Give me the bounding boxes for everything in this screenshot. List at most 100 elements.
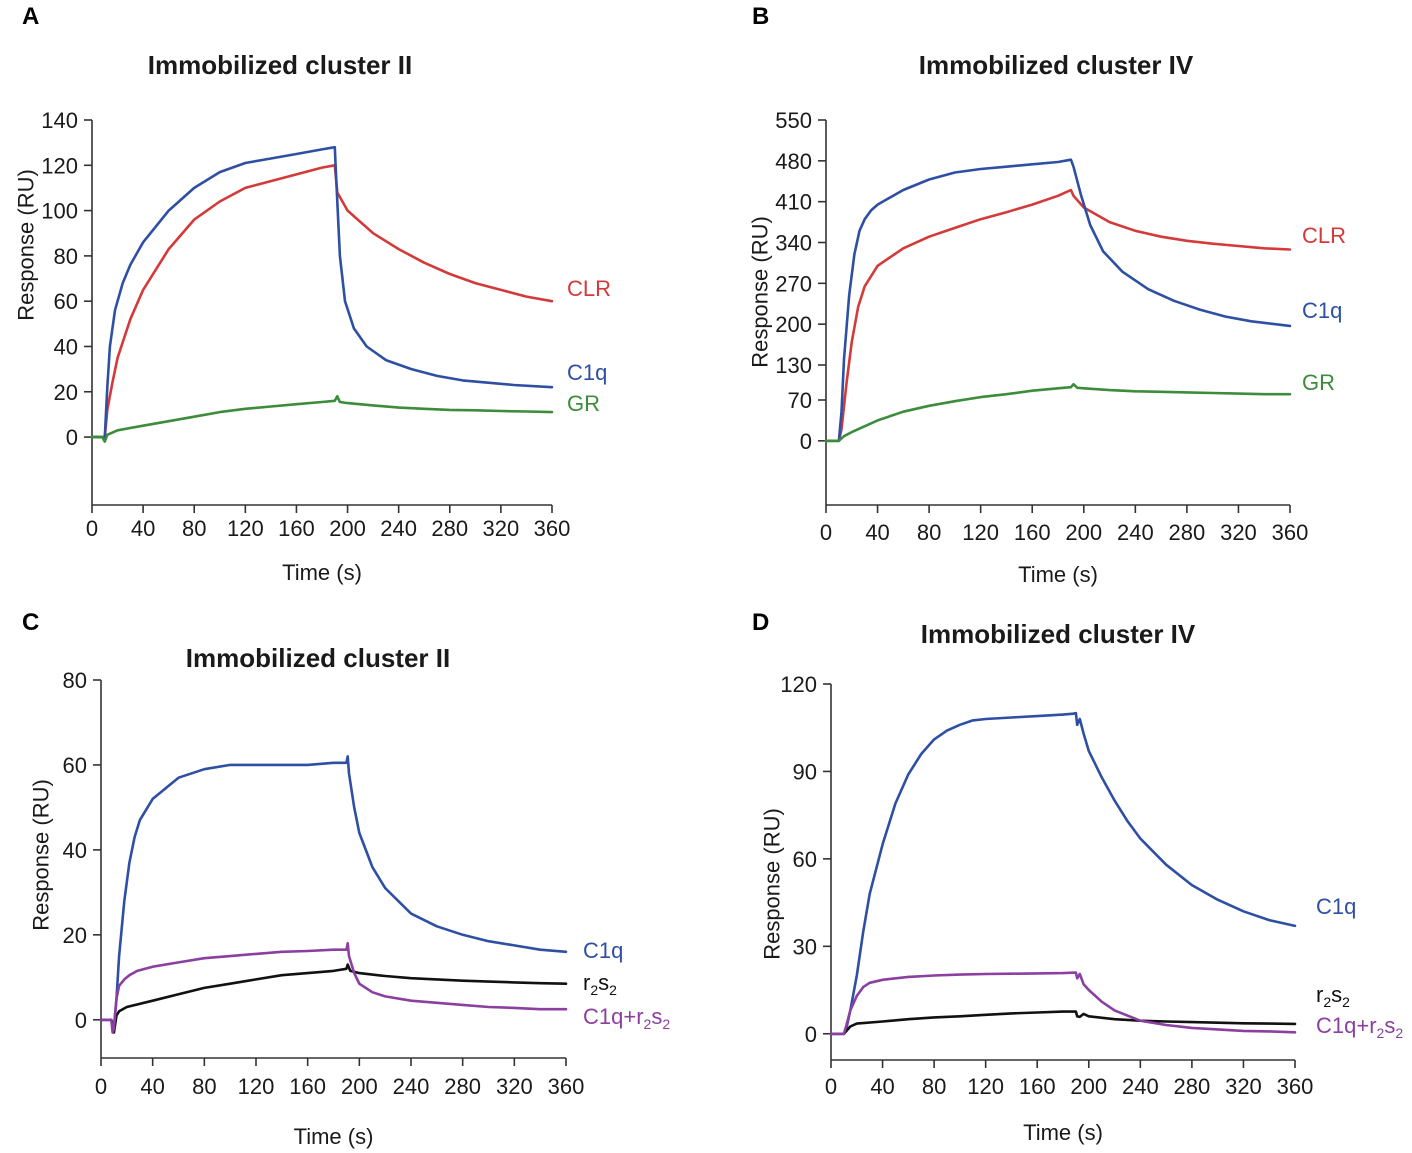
y-tick-label: 30 — [793, 934, 817, 959]
x-tick-label: 80 — [182, 516, 206, 541]
x-tick-label: 40 — [865, 520, 889, 545]
x-tick-label: 0 — [820, 520, 832, 545]
panel-b: B Immobilized cluster IV 0 70 130 200 270 340 41… — [747, 3, 1346, 587]
panel-a: A Immobilized cluster II 0 20 40 60 80 100 120 14… — [13, 3, 611, 585]
y-tick-label: 200 — [775, 312, 812, 337]
x-tick-label: 200 — [1070, 1074, 1107, 1099]
x-tick-label: 200 — [1065, 520, 1102, 545]
y-tick-label: 60 — [793, 847, 817, 872]
series-label-c1q-r2s2: C1q+r2s2 — [1316, 1013, 1403, 1041]
x-tick-label: 280 — [1169, 520, 1206, 545]
x-tick-label: 280 — [431, 516, 468, 541]
x-tick-label: 280 — [444, 1074, 481, 1099]
x-tick-label: 0 — [95, 1074, 107, 1099]
x-tick-label: 280 — [1174, 1074, 1211, 1099]
y-tick-label: 20 — [63, 923, 87, 948]
y-axis-title: Response (RU) — [747, 216, 772, 368]
y-tick-label: 0 — [805, 1022, 817, 1047]
y-tick-label: 120 — [41, 153, 78, 178]
x-tick-label: 200 — [341, 1074, 378, 1099]
y-tick-label: 40 — [63, 838, 87, 863]
y-tick-label: 270 — [775, 271, 812, 296]
y-tick-label: 140 — [41, 108, 78, 133]
y-tick-label: 0 — [800, 429, 812, 454]
y-axis-title: Response (RU) — [13, 169, 38, 321]
x-tick-label: 40 — [870, 1074, 894, 1099]
x-tick-label: 160 — [1014, 520, 1051, 545]
series-label-clr: CLR — [1302, 223, 1346, 248]
panel-d: D Immobilized cluster IV 0 30 60 90 120 0 40 80 12… — [752, 609, 1403, 1145]
panel-letter: A — [22, 3, 39, 30]
x-tick-label: 320 — [1225, 1074, 1262, 1099]
x-tick-label: 320 — [496, 1074, 533, 1099]
x-tick-label: 120 — [227, 516, 264, 541]
x-tick-label: 240 — [1122, 1074, 1159, 1099]
series-line-r2s2 — [99, 963, 568, 1034]
x-tick-label: 360 — [534, 516, 571, 541]
x-tick-label: 80 — [192, 1074, 216, 1099]
series-line-c1q — [99, 755, 568, 1030]
series-line-gr — [90, 394, 554, 443]
y-tick-label: 0 — [75, 1008, 87, 1033]
x-tick-label: 320 — [483, 516, 520, 541]
series-line-c1q-r2s2 — [829, 971, 1297, 1036]
panel-letter: D — [752, 609, 769, 636]
panel-letter: C — [22, 609, 39, 636]
series-line-c1q-r2s2 — [99, 941, 568, 1034]
x-axis-title: Time (s) — [1023, 1120, 1103, 1145]
y-tick-label: 60 — [63, 753, 87, 778]
x-tick-label: 120 — [962, 520, 999, 545]
x-tick-label: 120 — [238, 1074, 275, 1099]
y-tick-label: 20 — [54, 380, 78, 405]
y-axis-title: Response (RU) — [28, 779, 53, 931]
series-label-r2s2: r2s2 — [1316, 982, 1350, 1010]
y-tick-label: 550 — [775, 108, 812, 133]
series-label-clr: CLR — [567, 276, 611, 301]
x-tick-label: 320 — [1220, 520, 1257, 545]
x-tick-label: 80 — [922, 1074, 946, 1099]
series-line-c1q — [824, 158, 1292, 443]
y-tick-label: 90 — [793, 759, 817, 784]
x-tick-label: 200 — [329, 516, 366, 541]
x-tick-label: 0 — [825, 1074, 837, 1099]
y-tick-label: 0 — [66, 425, 78, 450]
x-axis-title: Time (s) — [282, 560, 362, 585]
panel-c: C Immobilized cluster II 0 20 40 60 80 0 40 80 120… — [22, 609, 670, 1149]
chart-title: Immobilized cluster II — [148, 50, 412, 80]
series-line-clr — [824, 188, 1292, 443]
x-tick-label: 40 — [131, 516, 155, 541]
x-tick-label: 160 — [278, 516, 315, 541]
y-tick-label: 120 — [780, 672, 817, 697]
series-line-gr — [824, 382, 1292, 443]
x-tick-label: 40 — [140, 1074, 164, 1099]
series-label-gr: GR — [567, 391, 600, 416]
x-tick-label: 0 — [86, 516, 98, 541]
chart-title: Immobilized cluster II — [186, 643, 450, 673]
y-tick-label: 40 — [54, 334, 78, 359]
y-tick-label: 70 — [788, 388, 812, 413]
series-line-c1q — [829, 711, 1297, 1036]
x-tick-label: 240 — [1117, 520, 1154, 545]
x-tick-label: 160 — [1019, 1074, 1056, 1099]
y-tick-label: 80 — [54, 244, 78, 269]
series-label-c1q-r2s2: C1q+r2s2 — [583, 1004, 670, 1032]
series-line-c1q — [90, 145, 554, 439]
y-tick-label: 340 — [775, 231, 812, 256]
chart-title: Immobilized cluster IV — [919, 50, 1194, 80]
x-tick-label: 360 — [1277, 1074, 1314, 1099]
series-line-r2s2 — [829, 1010, 1297, 1036]
x-tick-label: 240 — [380, 516, 417, 541]
y-axis-title: Response (RU) — [759, 808, 784, 960]
y-tick-label: 60 — [54, 289, 78, 314]
y-tick-label: 410 — [775, 190, 812, 215]
x-axis-title: Time (s) — [294, 1124, 374, 1149]
series-label-c1q: C1q — [583, 938, 623, 963]
series-label-c1q: C1q — [1316, 894, 1356, 919]
series-label-r2s2: r2s2 — [583, 970, 617, 998]
x-tick-label: 240 — [393, 1074, 430, 1099]
chart-title: Immobilized cluster IV — [921, 619, 1196, 649]
series-label-c1q: C1q — [567, 360, 607, 385]
x-tick-label: 360 — [1272, 520, 1309, 545]
x-tick-label: 120 — [967, 1074, 1004, 1099]
